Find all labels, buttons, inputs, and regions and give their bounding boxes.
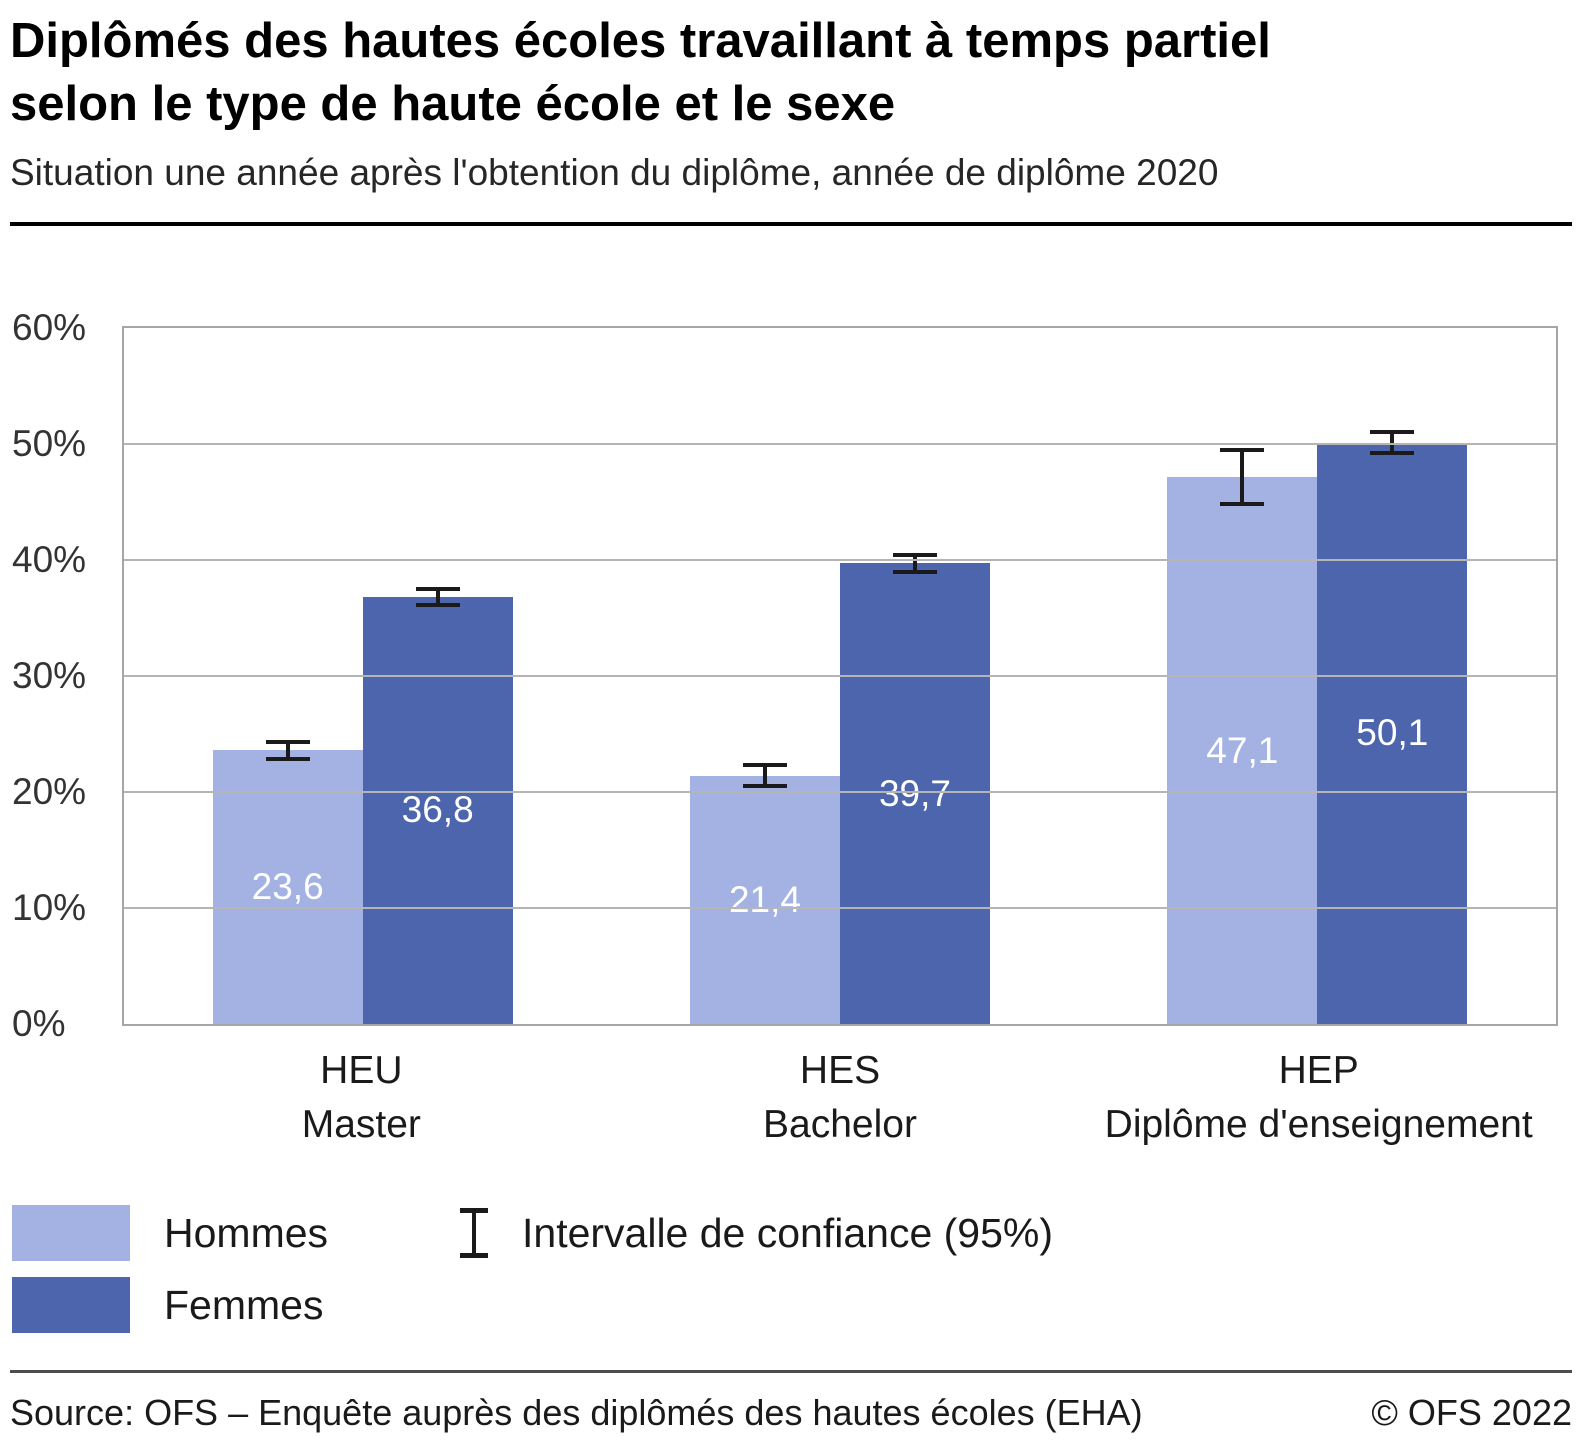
- gridline: [124, 558, 1556, 561]
- legend-row-hommes: Hommes Intervalle de confiance (95%): [12, 1205, 1572, 1262]
- bar-value-label: 39,7: [878, 772, 951, 814]
- gridline: [124, 906, 1556, 909]
- header-divider: [10, 221, 1572, 226]
- gridline: [124, 674, 1556, 677]
- bar-femmes-hes: 39,7: [839, 552, 990, 1024]
- copyright-text: © OFS 2022: [1371, 1391, 1572, 1433]
- error-bar: [1370, 429, 1415, 456]
- error-bar: [742, 762, 787, 789]
- bar-groups: 23,6 36,8 21,4 39,7 47,1 50,1: [124, 328, 1556, 1024]
- legend-swatch-hommes: [12, 1205, 130, 1262]
- chart-title-line2: selon le type de haute école et le sexe: [10, 76, 896, 131]
- chart-title: Diplômés des hautes écoles travaillant à…: [10, 10, 1572, 135]
- footer: Source: OFS – Enquête auprès des diplômé…: [10, 1370, 1572, 1452]
- bar-value-label: 47,1: [1206, 729, 1279, 771]
- bar-femmes-hep: 50,1: [1317, 429, 1468, 1024]
- bar-group: 21,4 39,7: [689, 328, 990, 1024]
- legend-swatch-femmes: [12, 1277, 130, 1334]
- source-text: Source: OFS – Enquête auprès des diplômé…: [10, 1391, 1143, 1433]
- error-bar: [1220, 448, 1265, 507]
- y-axis-tick-label: 20%: [12, 770, 87, 812]
- error-bar: [415, 586, 460, 608]
- y-axis-tick-label: 50%: [12, 422, 87, 464]
- y-axis-tick-label: 60%: [12, 306, 87, 348]
- bar-value-label: 21,4: [728, 878, 801, 920]
- bar-femmes-heu: 36,8: [362, 586, 513, 1024]
- y-axis-tick-label: 40%: [12, 538, 87, 580]
- bar-value-label: 50,1: [1356, 712, 1429, 754]
- error-bar: [265, 739, 310, 761]
- bar-hommes-hep: 47,1: [1167, 448, 1318, 1024]
- gridline: [124, 442, 1556, 445]
- legend-label-ci: Intervalle de confiance (95%): [522, 1209, 1054, 1256]
- legend-label-hommes: Hommes: [164, 1209, 329, 1256]
- category-labels: HEU Master HES Bachelor HEP Diplôme d'enseign…: [122, 1044, 1558, 1153]
- error-bar: [892, 552, 937, 574]
- bar-hommes-hes: 21,4: [689, 762, 840, 1024]
- plot-area: 23,6 36,8 21,4 39,7 47,1 50,1 0% 10% 20% 30% 40% 5…: [12, 307, 1558, 1044]
- category-label-hep: HEP Diplôme d'enseignement: [1104, 1048, 1533, 1147]
- y-axis-tick-label: 0%: [12, 1002, 66, 1044]
- chart-title-line1: Diplômés des hautes écoles travaillant à…: [10, 14, 1271, 68]
- bar-group: 23,6 36,8: [212, 328, 513, 1024]
- bar-value-label: 36,8: [401, 789, 474, 831]
- legend: Hommes Intervalle de confiance (95%) Fem…: [12, 1205, 1572, 1334]
- category-label-heu: HEU Master: [301, 1048, 421, 1147]
- legend-label-femmes: Femmes: [164, 1281, 324, 1328]
- bar-hommes-heu: 23,6: [212, 739, 363, 1024]
- chart-subtitle: Situation une année après l'obtention du…: [10, 152, 1219, 194]
- bar-group: 47,1 50,1: [1167, 328, 1468, 1024]
- category-label-hes: HES Bachelor: [763, 1048, 917, 1147]
- y-axis-tick-label: 10%: [12, 886, 87, 928]
- bar-value-label: 23,6: [251, 865, 324, 907]
- legend-row-femmes: Femmes: [12, 1277, 1572, 1334]
- y-axis-tick-label: 30%: [12, 654, 87, 696]
- gridline: [124, 790, 1556, 793]
- confidence-interval-icon: [460, 1208, 488, 1259]
